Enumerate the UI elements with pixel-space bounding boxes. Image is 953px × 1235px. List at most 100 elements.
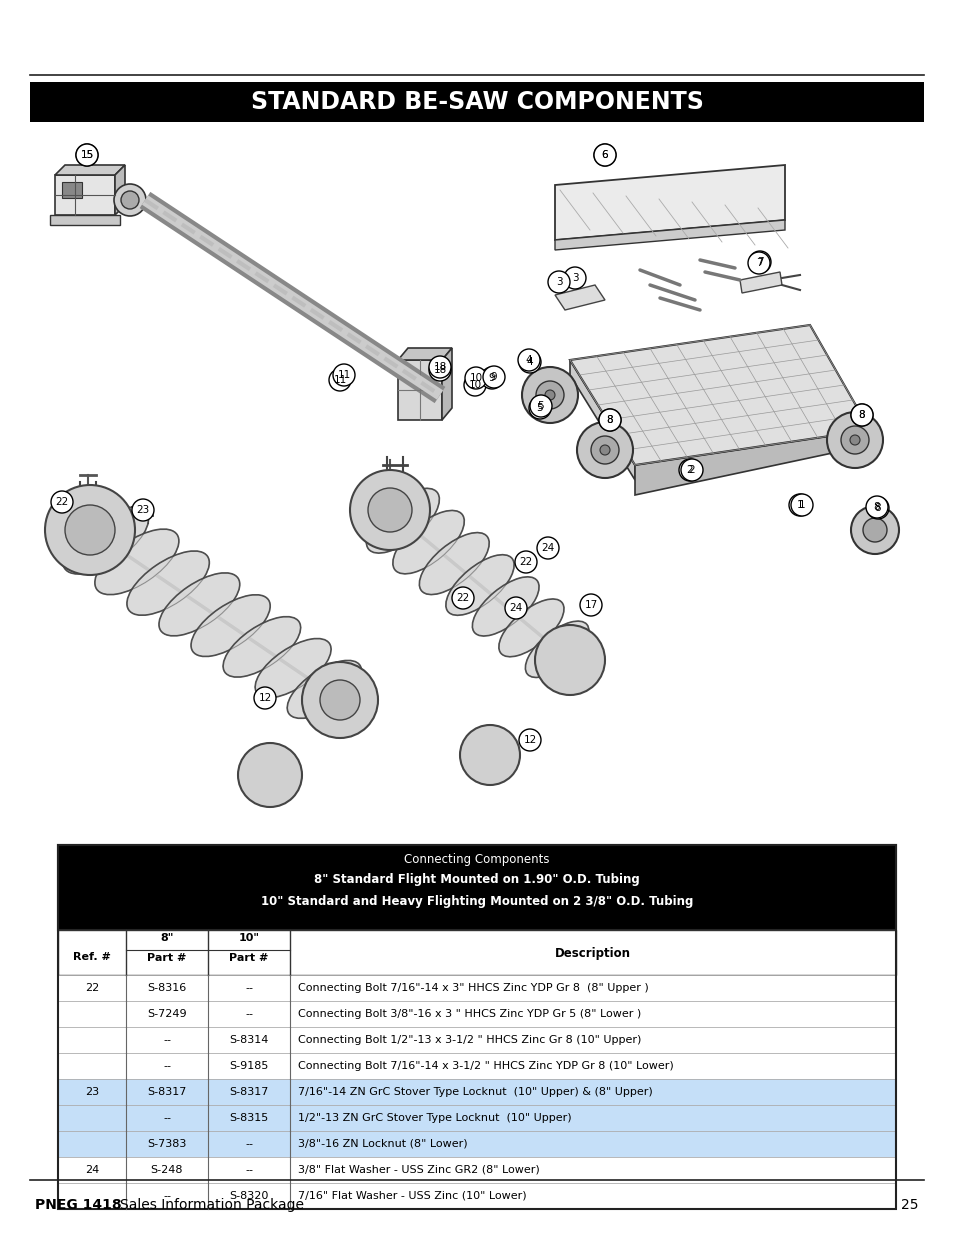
Circle shape bbox=[517, 350, 539, 370]
Text: --: -- bbox=[245, 1139, 253, 1149]
Text: 7/16" Flat Washer - USS Zinc (10" Lower): 7/16" Flat Washer - USS Zinc (10" Lower) bbox=[297, 1191, 526, 1200]
Text: 23: 23 bbox=[136, 505, 150, 515]
Circle shape bbox=[826, 412, 882, 468]
Ellipse shape bbox=[159, 573, 239, 636]
Polygon shape bbox=[555, 165, 784, 240]
Text: --: -- bbox=[163, 1113, 171, 1123]
Polygon shape bbox=[569, 359, 635, 480]
Polygon shape bbox=[115, 165, 125, 215]
Circle shape bbox=[302, 662, 377, 739]
Text: 2: 2 bbox=[686, 466, 693, 475]
Text: 24: 24 bbox=[509, 603, 522, 613]
Circle shape bbox=[113, 184, 146, 216]
Circle shape bbox=[515, 551, 537, 573]
Circle shape bbox=[463, 374, 485, 396]
FancyBboxPatch shape bbox=[58, 1183, 895, 1209]
Text: S-9185: S-9185 bbox=[229, 1061, 269, 1071]
Circle shape bbox=[849, 435, 859, 445]
Circle shape bbox=[329, 369, 351, 391]
Text: 7/16"-14 ZN GrC Stover Type Locknut  (10" Upper) & (8" Upper): 7/16"-14 ZN GrC Stover Type Locknut (10"… bbox=[297, 1087, 652, 1097]
Text: 12: 12 bbox=[523, 735, 536, 745]
Text: --: -- bbox=[245, 1165, 253, 1174]
Text: 25: 25 bbox=[901, 1198, 918, 1212]
Text: 12: 12 bbox=[258, 693, 272, 703]
Text: 1/2"-13 ZN GrC Stover Type Locknut  (10" Upper): 1/2"-13 ZN GrC Stover Type Locknut (10" … bbox=[297, 1113, 571, 1123]
Text: S-7383: S-7383 bbox=[147, 1139, 187, 1149]
Text: 23: 23 bbox=[85, 1087, 99, 1097]
Circle shape bbox=[788, 494, 810, 516]
Text: 8" Standard Flight Mounted on 1.90" O.D. Tubing: 8" Standard Flight Mounted on 1.90" O.D.… bbox=[314, 872, 639, 885]
Text: 3/8"-16 ZN Locknut (8" Lower): 3/8"-16 ZN Locknut (8" Lower) bbox=[297, 1139, 467, 1149]
Polygon shape bbox=[569, 325, 869, 466]
Text: 1: 1 bbox=[796, 500, 802, 510]
Text: 1: 1 bbox=[798, 500, 804, 510]
Text: 17: 17 bbox=[584, 600, 597, 610]
Circle shape bbox=[563, 267, 585, 289]
Text: 22: 22 bbox=[518, 557, 532, 567]
Circle shape bbox=[537, 537, 558, 559]
Circle shape bbox=[547, 270, 569, 293]
Text: Description: Description bbox=[555, 946, 630, 960]
Text: Part #: Part # bbox=[147, 953, 187, 963]
Text: 22: 22 bbox=[85, 983, 99, 993]
Text: 22: 22 bbox=[55, 496, 69, 508]
Circle shape bbox=[850, 506, 898, 555]
Circle shape bbox=[464, 367, 486, 389]
Circle shape bbox=[594, 144, 616, 165]
FancyBboxPatch shape bbox=[58, 1131, 895, 1157]
Circle shape bbox=[598, 409, 620, 431]
Circle shape bbox=[590, 436, 618, 464]
Text: 10: 10 bbox=[468, 380, 481, 390]
Text: 8: 8 bbox=[873, 501, 880, 513]
Text: 10: 10 bbox=[469, 373, 482, 383]
Ellipse shape bbox=[287, 661, 361, 719]
Circle shape bbox=[482, 366, 504, 388]
Circle shape bbox=[504, 597, 526, 619]
Ellipse shape bbox=[223, 616, 300, 677]
Circle shape bbox=[598, 409, 620, 431]
Circle shape bbox=[480, 367, 502, 389]
Circle shape bbox=[530, 395, 552, 417]
Text: 9: 9 bbox=[488, 373, 495, 383]
Text: 8: 8 bbox=[874, 503, 881, 513]
Text: 24: 24 bbox=[540, 543, 554, 553]
Ellipse shape bbox=[191, 595, 270, 657]
Circle shape bbox=[429, 359, 451, 382]
Polygon shape bbox=[62, 182, 82, 198]
Text: Connecting Bolt 7/16"-14 x 3" HHCS Zinc YDP Gr 8  (8" Upper ): Connecting Bolt 7/16"-14 x 3" HHCS Zinc … bbox=[297, 983, 648, 993]
Circle shape bbox=[594, 144, 616, 165]
Text: 8": 8" bbox=[160, 932, 173, 944]
Ellipse shape bbox=[254, 638, 331, 698]
Circle shape bbox=[536, 382, 563, 409]
Polygon shape bbox=[397, 348, 452, 359]
Text: --: -- bbox=[245, 1009, 253, 1019]
FancyBboxPatch shape bbox=[30, 82, 923, 122]
Text: 18: 18 bbox=[433, 366, 446, 375]
Circle shape bbox=[253, 687, 275, 709]
Circle shape bbox=[521, 367, 578, 424]
Text: 7: 7 bbox=[756, 257, 762, 267]
Text: Connecting Bolt 3/8"-16 x 3 " HHCS Zinc YDP Gr 5 (8" Lower ): Connecting Bolt 3/8"-16 x 3 " HHCS Zinc … bbox=[297, 1009, 640, 1019]
Circle shape bbox=[679, 459, 700, 480]
Text: 11: 11 bbox=[337, 370, 351, 380]
Text: S-248: S-248 bbox=[151, 1165, 183, 1174]
Text: S-8316: S-8316 bbox=[147, 983, 187, 993]
Text: Connecting Bolt 1/2"-13 x 3-1/2 " HHCS Zinc Gr 8 (10" Upper): Connecting Bolt 1/2"-13 x 3-1/2 " HHCS Z… bbox=[297, 1035, 640, 1045]
Text: --: -- bbox=[163, 1061, 171, 1071]
Polygon shape bbox=[740, 272, 781, 293]
Text: 10" Standard and Heavy Flighting Mounted on 2 3/8" O.D. Tubing: 10" Standard and Heavy Flighting Mounted… bbox=[260, 894, 693, 908]
Text: 2: 2 bbox=[688, 466, 695, 475]
Text: 5: 5 bbox=[537, 401, 544, 411]
Text: 22: 22 bbox=[456, 593, 469, 603]
Circle shape bbox=[680, 459, 702, 480]
FancyBboxPatch shape bbox=[58, 1157, 895, 1183]
Circle shape bbox=[747, 252, 769, 274]
Text: Ref. #: Ref. # bbox=[73, 952, 111, 962]
Ellipse shape bbox=[419, 532, 489, 594]
Circle shape bbox=[518, 729, 540, 751]
Polygon shape bbox=[555, 285, 604, 310]
Text: S-8317: S-8317 bbox=[229, 1087, 269, 1097]
Text: 9: 9 bbox=[490, 372, 497, 382]
Text: 8: 8 bbox=[606, 415, 613, 425]
Ellipse shape bbox=[525, 621, 588, 678]
